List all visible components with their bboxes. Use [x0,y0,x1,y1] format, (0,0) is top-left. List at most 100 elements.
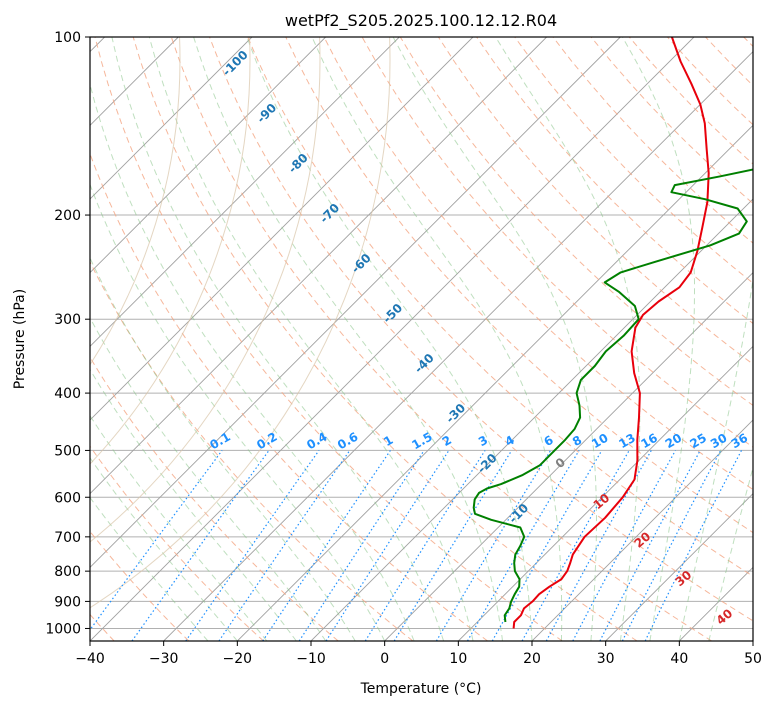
moist-adiabat-line [311,37,563,641]
moist-adiabat-label: 20 [632,529,654,550]
dry-adiabat-line [667,37,753,126]
mixing-ratio-line [185,450,320,641]
y-tick-label: 400 [54,386,81,402]
isotherm-gridline [90,37,547,495]
reference-arc [90,37,391,609]
mixing-ratio-label: 16 [639,431,660,451]
dry-adiabat-line [514,37,753,284]
dry-adiabat-label: -20 [475,451,500,476]
mixing-ratio-label: 0.4 [304,430,329,453]
moist-adiabat-line [111,37,445,641]
moist-adiabat-line [621,37,695,641]
dry-adiabat-label: -50 [380,301,405,326]
dry-adiabat-label: -100 [220,48,251,79]
dry-adiabat-line [90,445,264,641]
dry-adiabat-line [90,530,190,641]
dry-adiabat-line [170,37,712,641]
y-tick-label: 600 [54,490,81,506]
mixing-ratio-lines [90,450,743,641]
y-axis: 100 200 300 400 500 600 700 800 900 1000 [45,30,90,637]
isotherm-gridline [90,37,253,200]
x-axis-label: Temperature (°C) [360,681,482,697]
mixing-ratio-label: 36 [729,431,750,451]
mixing-ratio-line [466,450,580,641]
dry-adiabat-line [743,37,753,48]
isotherm-gridline [531,419,753,641]
mixing-ratio-label: 13 [616,431,637,451]
moist-adiabat-line [90,316,327,641]
x-axis: −40 −30 −20 −10 0 10 20 30 40 50 [75,641,762,667]
moist-adiabat-label: 0 [553,455,568,471]
isotherm-gridline [458,345,753,641]
isotherm-gridline [90,37,621,568]
isotherm-gridline [90,37,326,274]
mixing-ratio-line [545,450,652,641]
isotherm-gridline [237,124,753,641]
temperature-line [512,37,710,629]
mixing-ratio-line [364,450,486,641]
dry-adiabat-label: -70 [317,201,342,226]
mixing-ratio-label: 3 [476,433,490,449]
isotherm-gridline [163,51,753,641]
moist-adiabat-line [90,183,386,641]
y-tick-label: 500 [54,443,81,459]
inline-line-labels: 0.1 0.2 0.4 0.6 1 1.5 2 3 4 6 8 10 13 16 20 25 30 36-100-… [207,48,750,628]
x-tick-label: 20 [523,651,541,667]
x-tick-label: 40 [670,651,688,667]
mixing-ratio-line [262,450,391,641]
dry-adiabat-line [132,37,638,641]
moist-adiabat-line [708,465,753,641]
dry-adiabat-line [323,37,753,491]
dry-adiabat-line [90,152,488,641]
x-tick-label: −40 [75,651,105,667]
moist-adiabat-line [90,496,209,641]
y-axis-label: Pressure (hPa) [12,289,28,389]
isotherm-gridline [384,272,753,641]
mixing-ratio-label: 8 [570,433,584,449]
isotherm-gridline [679,566,753,641]
x-tick-label: 0 [380,651,389,667]
reference-arc [90,37,251,465]
moist-adiabat-line [90,256,356,641]
x-tick-label: 50 [744,651,762,667]
moist-adiabat-line [246,37,533,641]
y-tick-label: 100 [54,30,81,46]
x-tick-label: −10 [296,651,326,667]
chart-title: wetPf2_S205.2025.100.12.12.R04 [285,11,557,31]
x-tick-label: 30 [597,651,615,667]
mixing-ratio-label: 0.1 [207,430,232,453]
dry-adiabat-line [552,37,753,244]
dry-adiabat-line [705,37,753,87]
moist-adiabat-line [495,37,641,641]
mixing-ratio-line [644,450,743,641]
y-tick-label: 800 [54,564,81,580]
isotherm-gridline [90,37,474,421]
reference-arc [90,37,321,543]
mixing-ratio-line [298,450,425,641]
y-tick-label: 200 [54,208,81,224]
mixing-ratio-line [599,450,701,641]
moist-adiabat-line [90,457,238,641]
isotherm-gridline [90,37,400,347]
dry-adiabat-line [90,356,339,641]
mixing-ratio-label: 1.5 [409,430,434,453]
mixing-ratio-label: 0.2 [254,430,279,453]
x-tick-label: 10 [449,651,467,667]
moist-adiabat-label: 10 [591,491,613,512]
dry-adiabat-line [209,37,753,622]
mixing-ratio-line [393,450,513,641]
moist-adiabat-line [148,37,474,641]
x-tick-label: −30 [149,651,179,667]
plot-frame [89,36,754,642]
dry-adiabat-label: -80 [286,151,311,176]
mixing-ratio-label: 30 [708,431,729,451]
y-tick-label: 300 [54,312,81,328]
mixing-ratio-line [218,450,351,641]
dry-adiabat-line [90,260,414,641]
y-tick-label: 900 [54,594,81,610]
mixing-ratio-line [131,450,270,641]
isotherm-gridline [90,37,695,641]
mixing-ratio-line [435,450,552,641]
